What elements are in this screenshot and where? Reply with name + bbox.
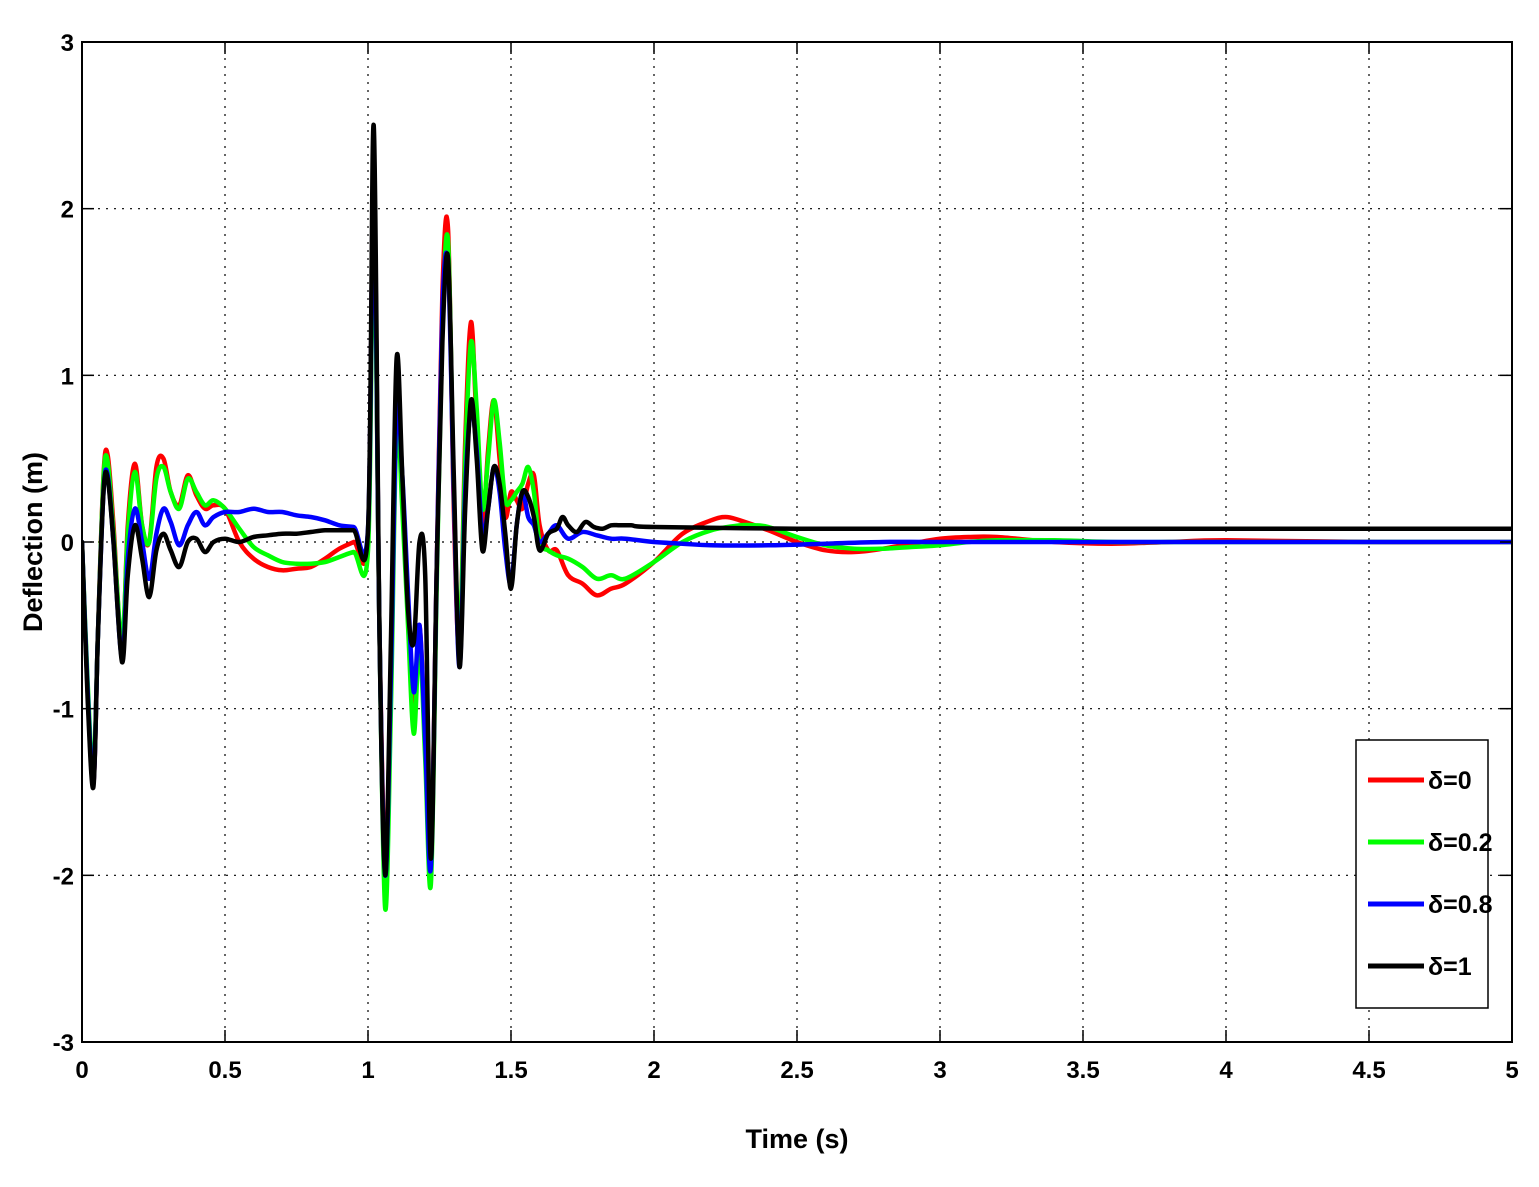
legend-label-delta-0: δ=0 (1428, 767, 1472, 795)
x-tick-label: 0.5 (208, 1057, 241, 1084)
y-tick-label: 3 (61, 30, 74, 57)
y-tick-label: 1 (61, 363, 74, 390)
y-tick-label: 2 (61, 197, 74, 224)
y-tick-label: -2 (53, 863, 74, 890)
x-tick-label: 3.5 (1066, 1057, 1099, 1084)
legend-label-delta-0-2: δ=0.2 (1428, 829, 1493, 857)
x-tick-label: 0 (75, 1057, 88, 1084)
x-tick-label: 1.5 (494, 1057, 527, 1084)
x-tick-labels: 0 0.5 1 1.5 2 2.5 3 3.5 4 4.5 5 (75, 1057, 1518, 1084)
x-tick-label: 5 (1505, 1057, 1518, 1084)
y-axis-label: Deflection (m) (18, 452, 48, 632)
x-axis-label: Time (s) (745, 1124, 848, 1154)
x-tick-label: 3 (933, 1057, 946, 1084)
y-tick-label: -3 (53, 1030, 74, 1057)
legend-box (1355, 739, 1489, 1009)
y-tick-label: 0 (61, 530, 74, 557)
x-tick-label: 4.5 (1352, 1057, 1385, 1084)
x-tick-label: 2.5 (780, 1057, 813, 1084)
x-tick-label: 4 (1219, 1057, 1233, 1084)
axis-ticks (81, 41, 1513, 1043)
legend: δ=0 δ=0.2 δ=0.8 δ=1 (1355, 739, 1493, 1009)
y-tick-labels: -3 -2 -1 0 1 2 3 (53, 30, 74, 1057)
y-tick-label: -1 (53, 697, 74, 724)
legend-label-delta-0-8: δ=0.8 (1428, 891, 1493, 919)
x-tick-label: 1 (361, 1057, 374, 1084)
series-lines (82, 123, 1512, 912)
legend-label-delta-1: δ=1 (1428, 953, 1472, 981)
x-tick-label: 2 (647, 1057, 660, 1084)
series-line-delta-0-8 (82, 173, 1512, 878)
series-line-delta-1 (82, 123, 1512, 878)
